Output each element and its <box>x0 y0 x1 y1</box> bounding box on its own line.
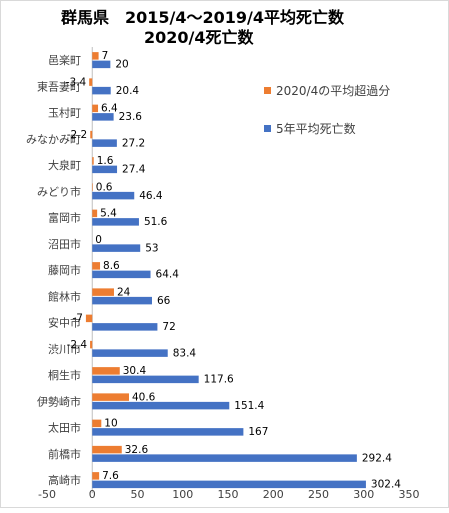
data-label-excess: -2.4 <box>67 339 88 351</box>
data-label-average: 23.6 <box>119 111 143 123</box>
bar-average <box>92 481 366 489</box>
bar-average <box>92 349 167 357</box>
x-tick-label: 0 <box>89 488 96 501</box>
data-label-average: 27.4 <box>122 164 146 176</box>
bar-excess <box>86 315 92 323</box>
bar-excess <box>92 472 99 480</box>
category-label: 伊勢崎市 <box>37 394 81 408</box>
bar-average <box>92 87 110 95</box>
data-label-excess: 30.4 <box>123 365 147 377</box>
bar-average <box>92 454 357 462</box>
bar-excess <box>92 393 129 401</box>
bar-excess <box>92 367 120 375</box>
x-tick-label: -50 <box>38 488 56 501</box>
bar-average <box>92 113 113 121</box>
data-label-average: 72 <box>162 321 175 333</box>
bar-excess <box>92 446 122 454</box>
data-label-average: 51.6 <box>144 216 168 228</box>
bar-average <box>92 192 134 200</box>
category-label: 高崎市 <box>48 473 81 487</box>
category-label: 邑楽町 <box>48 54 81 67</box>
x-tick-label: 250 <box>308 488 329 501</box>
data-label-excess: 40.6 <box>132 391 156 403</box>
category-label: 桐生市 <box>48 368 81 382</box>
data-label-excess: 1.6 <box>97 155 114 167</box>
bar-average <box>92 218 139 226</box>
category-label: 玉村町 <box>48 106 81 120</box>
bar-excess <box>92 262 100 270</box>
legend-label-average: 5年平均死亡数 <box>276 121 356 136</box>
data-label-excess: -3.4 <box>66 76 87 88</box>
category-label: 富岡市 <box>48 211 81 225</box>
bar-average <box>92 166 117 174</box>
bar-average <box>92 61 110 69</box>
category-label: 館林市 <box>48 289 81 303</box>
bar-excess <box>90 341 92 349</box>
data-label-average: 83.4 <box>173 347 197 359</box>
legend-swatch-average <box>264 125 271 132</box>
data-label-average: 20 <box>115 59 128 71</box>
data-label-average: 20.4 <box>116 85 140 97</box>
data-label-average: 151.4 <box>234 400 264 412</box>
category-label: 藤岡市 <box>48 263 81 277</box>
data-label-excess: 7.6 <box>102 470 119 482</box>
data-label-excess: 0.6 <box>96 181 113 193</box>
data-label-excess: 7 <box>102 50 109 62</box>
data-label-excess: 0 <box>95 234 102 246</box>
category-label: 沼田市 <box>48 237 81 251</box>
data-label-average: 66 <box>157 295 171 307</box>
data-label-average: 64.4 <box>156 269 180 281</box>
bar-excess <box>92 288 114 296</box>
legend-label-excess: 2020/4の平均超過分 <box>276 83 390 98</box>
chart-title-line-2: 2020/4死亡数 <box>144 28 255 47</box>
bar-excess <box>92 183 93 191</box>
data-label-excess: 5.4 <box>100 208 117 220</box>
bar-excess <box>92 157 93 165</box>
x-tick-label: 50 <box>131 488 145 501</box>
bar-average <box>92 271 150 279</box>
data-label-average: 27.2 <box>122 137 145 149</box>
bar-excess <box>89 78 92 86</box>
x-tick-label: 200 <box>263 488 284 501</box>
bar-average <box>92 244 140 252</box>
bar-average <box>92 297 152 305</box>
data-label-excess: 32.6 <box>125 444 149 456</box>
chart-title-line-1: 群馬県 2015/4～2019/4平均死亡数 <box>61 8 345 27</box>
bar-excess <box>92 105 98 113</box>
data-label-average: 302.4 <box>371 479 401 491</box>
data-label-excess: 6.4 <box>101 103 118 115</box>
bar-excess <box>90 131 92 139</box>
data-label-average: 53 <box>145 242 158 254</box>
bar-excess <box>92 210 97 218</box>
data-label-excess: 8.6 <box>103 260 120 272</box>
data-label-excess: -2.2 <box>67 129 88 141</box>
data-label-average: 292.4 <box>362 452 392 464</box>
data-label-excess: -7 <box>72 313 82 325</box>
x-tick-label: 100 <box>172 488 193 501</box>
category-label: みどり市 <box>37 184 81 198</box>
category-label: 前橋市 <box>48 447 81 461</box>
data-label-excess: 24 <box>117 286 131 298</box>
category-label: 太田市 <box>48 421 81 435</box>
bar-average <box>92 402 229 410</box>
data-label-excess: 10 <box>104 418 117 430</box>
x-tick-label: 350 <box>399 488 420 501</box>
category-label: 大泉町 <box>48 158 81 172</box>
data-label-average: 167 <box>248 426 268 438</box>
bar-average <box>92 376 198 384</box>
bar-average <box>92 139 117 147</box>
bar-average <box>92 323 157 331</box>
data-label-average: 46.4 <box>139 190 163 202</box>
bar-average <box>92 428 243 436</box>
bar-excess <box>92 52 98 60</box>
bar-excess <box>92 420 101 428</box>
data-label-average: 117.6 <box>204 374 234 386</box>
legend-swatch-excess <box>264 87 271 94</box>
x-tick-label: 150 <box>218 488 239 501</box>
